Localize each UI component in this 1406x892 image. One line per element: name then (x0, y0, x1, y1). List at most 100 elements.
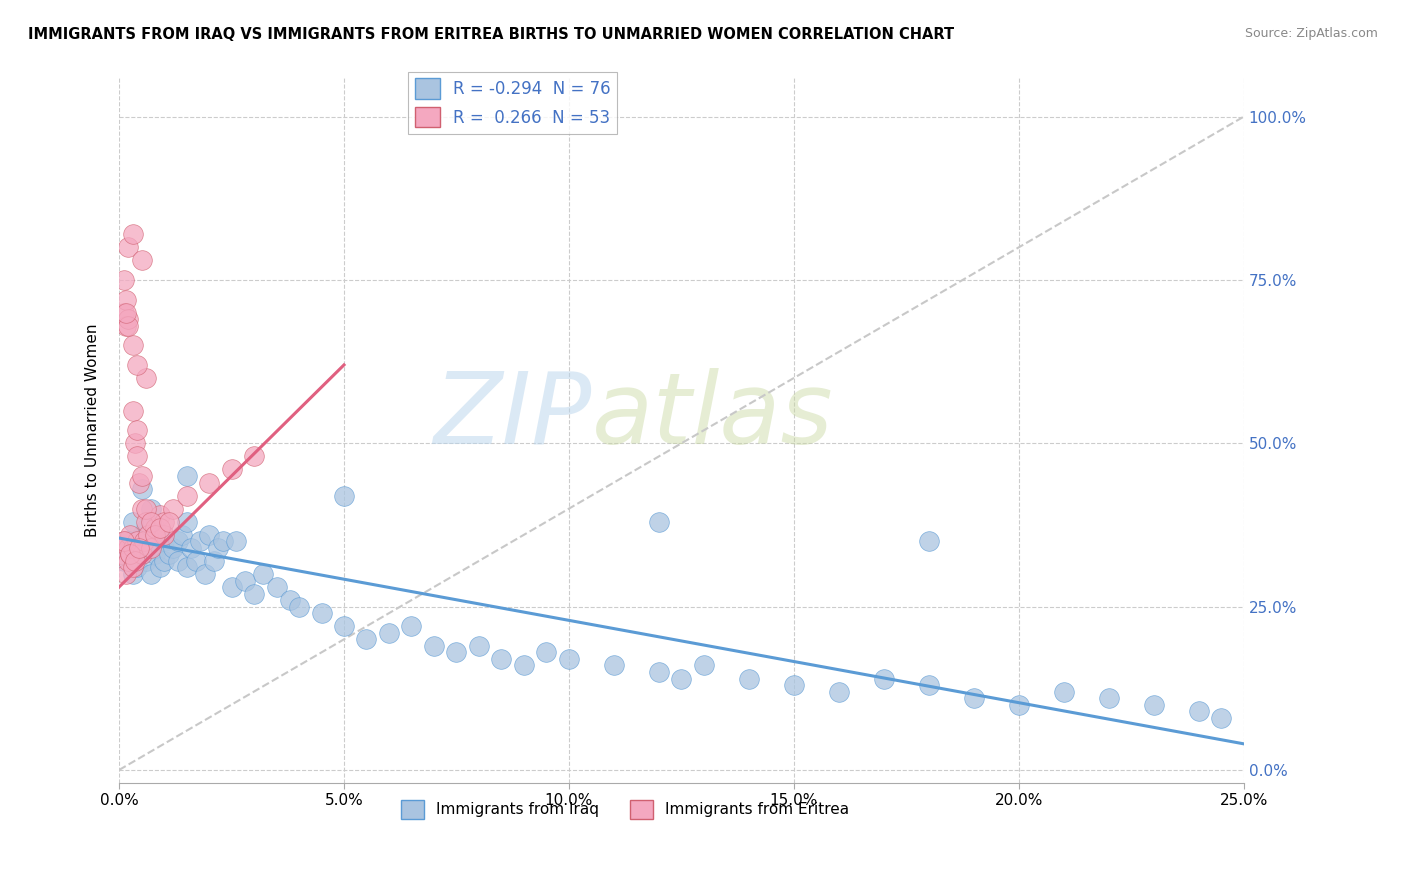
Point (121, 338, 143, 352)
Point (1143, 698, 1166, 712)
Point (193, 566, 215, 581)
Point (252, 566, 274, 581)
Point (153, 534, 176, 549)
Point (148, 521, 170, 535)
Point (536, 645, 558, 659)
Point (112, 534, 135, 549)
Point (446, 645, 468, 659)
Point (114, 318, 136, 333)
Point (278, 593, 301, 607)
Point (139, 541, 162, 555)
Point (648, 665, 671, 679)
Point (221, 580, 243, 594)
Point (157, 547, 180, 561)
Point (131, 469, 153, 483)
Point (117, 240, 139, 254)
Point (143, 521, 166, 535)
Point (131, 253, 153, 268)
Point (513, 658, 536, 673)
Point (117, 534, 139, 549)
Point (671, 672, 693, 686)
Point (198, 528, 221, 542)
Point (176, 560, 198, 574)
Text: ZIP: ZIP (433, 368, 592, 465)
Point (120, 547, 142, 561)
Point (153, 554, 176, 568)
Point (121, 566, 143, 581)
Point (128, 541, 150, 555)
Point (176, 515, 198, 529)
Point (1098, 691, 1121, 706)
Point (558, 652, 581, 666)
Point (162, 541, 184, 555)
Point (184, 554, 207, 568)
Point (148, 560, 170, 574)
Point (121, 541, 143, 555)
Point (121, 515, 143, 529)
Point (153, 528, 176, 542)
Point (131, 482, 153, 496)
Point (180, 541, 202, 555)
Point (120, 547, 142, 561)
Point (202, 554, 225, 568)
Y-axis label: Births to Unmarried Women: Births to Unmarried Women (86, 324, 100, 537)
Text: Source: ZipAtlas.com: Source: ZipAtlas.com (1244, 27, 1378, 40)
Point (135, 515, 157, 529)
Point (783, 678, 806, 692)
Point (124, 436, 146, 450)
Point (162, 501, 184, 516)
Point (125, 450, 148, 464)
Point (211, 534, 233, 549)
Point (153, 515, 176, 529)
Point (148, 528, 170, 542)
Point (117, 554, 139, 568)
Point (114, 305, 136, 319)
Point (221, 462, 243, 476)
Point (491, 652, 513, 666)
Text: atlas: atlas (592, 368, 834, 465)
Point (131, 547, 153, 561)
Point (311, 606, 333, 620)
Point (117, 318, 139, 333)
Point (963, 691, 986, 706)
Point (139, 515, 162, 529)
Point (131, 501, 153, 516)
Point (110, 547, 132, 561)
Point (233, 574, 256, 588)
Point (176, 489, 198, 503)
Point (114, 293, 136, 307)
Point (143, 547, 166, 561)
Point (128, 475, 150, 490)
Point (170, 528, 193, 542)
Point (1008, 698, 1031, 712)
Point (135, 371, 157, 385)
Point (378, 625, 401, 640)
Legend: Immigrants from Iraq, Immigrants from Eritrea: Immigrants from Iraq, Immigrants from Er… (395, 794, 855, 825)
Point (198, 475, 221, 490)
Point (143, 541, 166, 555)
Point (333, 619, 356, 633)
Text: IMMIGRANTS FROM IRAQ VS IMMIGRANTS FROM ERITREA BIRTHS TO UNMARRIED WOMEN CORREL: IMMIGRANTS FROM IRAQ VS IMMIGRANTS FROM … (28, 27, 955, 42)
Point (139, 534, 162, 549)
Point (401, 619, 423, 633)
Point (117, 312, 139, 326)
Point (157, 515, 180, 529)
Point (166, 534, 188, 549)
Point (125, 534, 148, 549)
Point (112, 273, 135, 287)
Point (139, 501, 162, 516)
Point (135, 501, 157, 516)
Point (288, 599, 311, 614)
Point (166, 554, 188, 568)
Point (603, 658, 626, 673)
Point (112, 534, 135, 549)
Point (148, 508, 170, 523)
Point (136, 528, 159, 542)
Point (648, 515, 671, 529)
Point (121, 547, 143, 561)
Point (918, 678, 941, 692)
Point (828, 684, 851, 698)
Point (423, 639, 446, 653)
Point (121, 227, 143, 242)
Point (333, 489, 356, 503)
